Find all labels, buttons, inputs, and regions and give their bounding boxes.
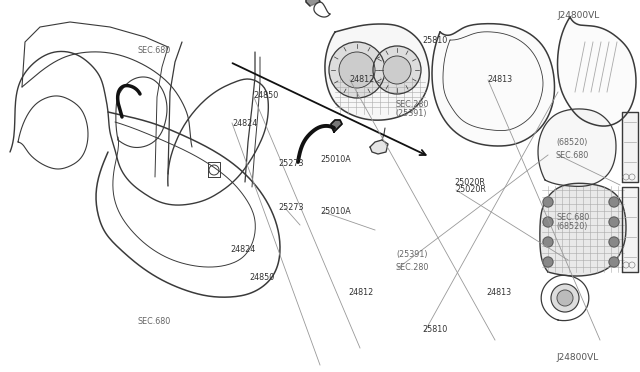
Circle shape [543,217,553,227]
Circle shape [609,237,619,247]
Polygon shape [370,140,388,154]
Text: J24800VL: J24800VL [557,10,599,19]
Text: (25391): (25391) [396,109,427,118]
Text: 24824: 24824 [232,119,257,128]
Text: SEC.680: SEC.680 [556,151,589,160]
Text: (25391): (25391) [396,250,428,259]
Text: SEC.280: SEC.280 [396,100,429,109]
Circle shape [339,52,375,88]
Text: 24813: 24813 [487,76,512,84]
Circle shape [609,257,619,267]
Text: 24813: 24813 [486,288,511,296]
Polygon shape [622,187,638,272]
Text: (68520): (68520) [557,222,588,231]
Circle shape [543,257,553,267]
Text: 25020R: 25020R [455,186,486,195]
Circle shape [543,237,553,247]
Circle shape [609,217,619,227]
Text: 25273: 25273 [278,159,304,168]
Circle shape [557,290,573,306]
Polygon shape [306,0,320,6]
Text: SEC.280: SEC.280 [396,263,429,273]
Polygon shape [331,120,342,132]
Text: 24812: 24812 [349,76,374,84]
Polygon shape [432,24,554,146]
Text: SEC.680: SEC.680 [557,213,590,222]
Text: 25010A: 25010A [320,208,351,217]
Polygon shape [540,184,626,276]
Circle shape [543,197,553,207]
Text: (68520): (68520) [556,138,588,147]
Text: 24824: 24824 [230,245,255,254]
Circle shape [373,46,421,94]
Text: SEC.680: SEC.680 [138,46,171,55]
Circle shape [383,56,411,84]
Text: J24800VL: J24800VL [557,353,599,362]
Text: 25020R: 25020R [454,178,485,187]
Text: 25273: 25273 [278,203,303,212]
Text: 24850: 24850 [250,273,275,282]
Polygon shape [538,109,616,186]
Text: 25010A: 25010A [320,155,351,164]
Polygon shape [622,112,638,182]
Text: SEC.680: SEC.680 [138,317,172,327]
Polygon shape [325,24,429,120]
Circle shape [609,197,619,207]
Text: 24850: 24850 [253,90,278,99]
Text: 24812: 24812 [349,288,374,296]
Polygon shape [558,17,636,126]
Circle shape [329,42,385,98]
Circle shape [551,284,579,312]
Text: 25810: 25810 [422,36,447,45]
Text: 25810: 25810 [422,326,447,334]
